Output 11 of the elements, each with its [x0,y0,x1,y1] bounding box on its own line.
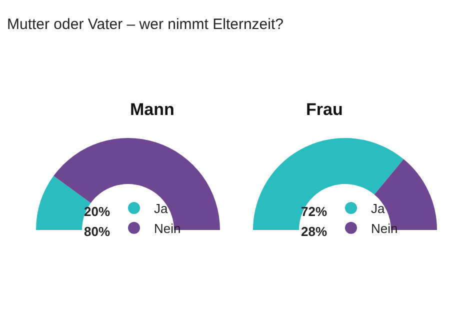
chart-title: Frau [306,100,343,119]
text: Mutter oder Vater – wer nimmt Elternzeit? [7,16,284,33]
legend-label: Ja [154,201,168,216]
data-label: 72% [301,204,328,219]
data-label: 80% [84,224,110,239]
data-label: 20% [84,204,110,219]
chart-title: Mann [130,100,174,119]
legend-label: Nein [371,220,398,236]
legend-label: Nein [154,220,181,236]
legend-label: Ja [371,201,386,216]
data-label: 28% [301,224,328,239]
